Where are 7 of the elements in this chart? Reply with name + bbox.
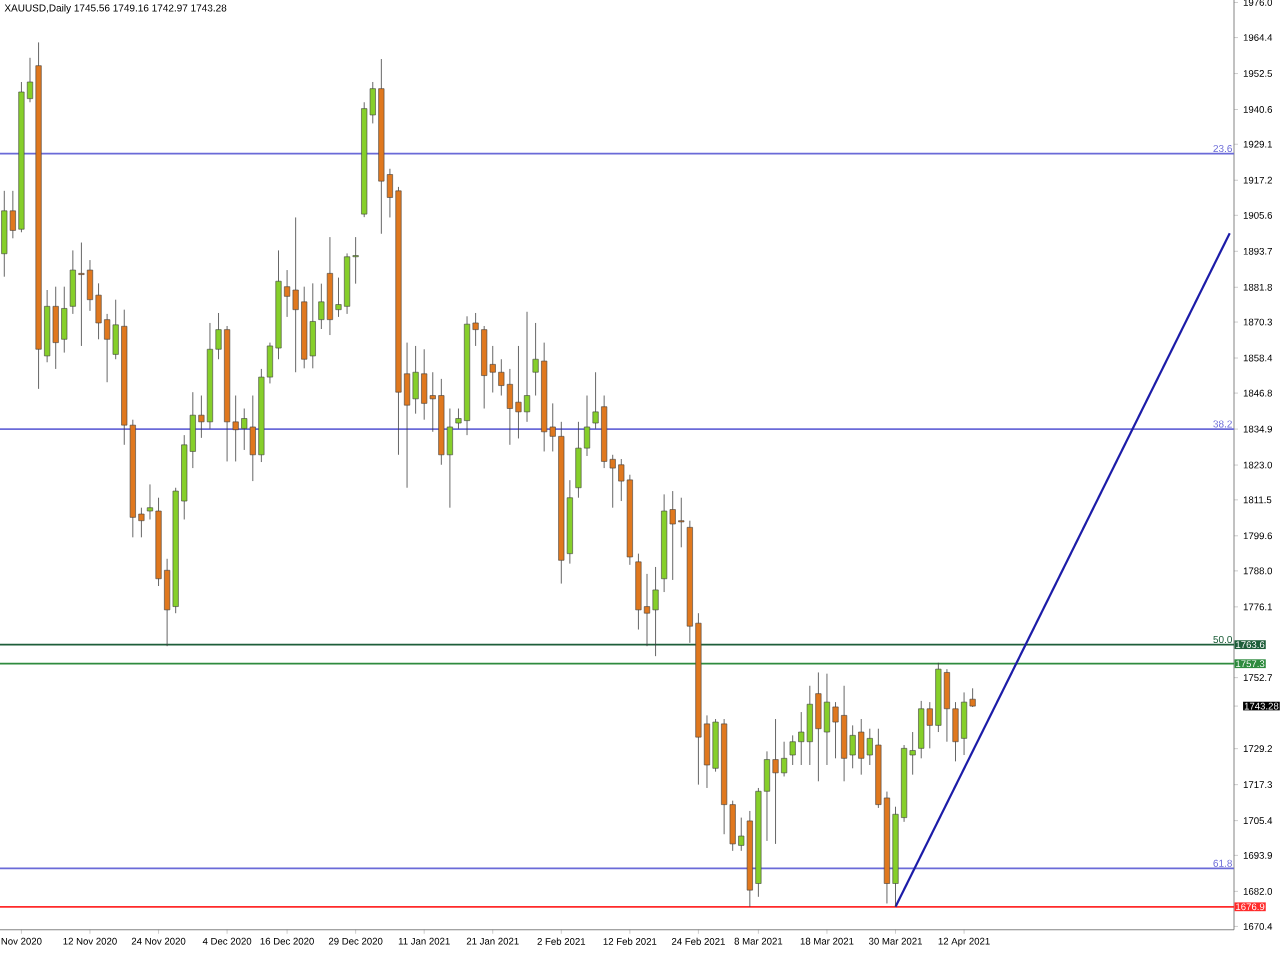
candlestick bbox=[1, 190, 8, 278]
candlestick bbox=[309, 282, 316, 369]
candlestick bbox=[832, 701, 839, 759]
candlestick bbox=[523, 311, 531, 423]
candlestick bbox=[575, 421, 582, 499]
candlestick bbox=[652, 566, 659, 657]
candlestick bbox=[918, 700, 925, 759]
